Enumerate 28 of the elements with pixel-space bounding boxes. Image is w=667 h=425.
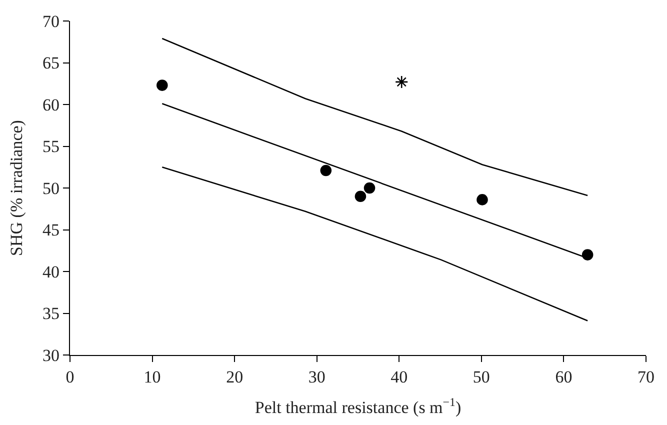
y-tick-label: 35 xyxy=(42,304,60,324)
x-tick-label: 0 xyxy=(66,368,74,386)
line-series xyxy=(162,166,588,322)
y-tick-label: 45 xyxy=(42,220,60,240)
point xyxy=(364,182,376,194)
y-tick-label: 60 xyxy=(42,95,60,114)
point xyxy=(476,194,488,206)
x-axis-title: Pelt thermal resistance (s m$^{−1}$) xyxy=(254,394,462,417)
y-tick-label: 70 xyxy=(42,12,60,31)
point xyxy=(156,80,168,91)
x-tick-label: 50 xyxy=(472,368,490,386)
y-tick-label: 40 xyxy=(42,262,60,282)
y-axis-title: SHG (% irradiance) xyxy=(7,120,26,256)
x-tick-label: 10 xyxy=(144,368,161,386)
x-tick-label: 60 xyxy=(555,368,572,386)
x-tick-label: 30 xyxy=(308,368,326,386)
y-tick-label: 55 xyxy=(42,137,60,156)
point xyxy=(354,190,366,202)
y-tick-label: 65 xyxy=(42,54,60,73)
point xyxy=(582,249,594,260)
line-series xyxy=(162,38,588,196)
x-tick-label: 70 xyxy=(638,368,654,386)
x-tick-label: 40 xyxy=(390,368,408,386)
point xyxy=(320,164,332,176)
point xyxy=(394,75,408,89)
y-tick-label: 50 xyxy=(42,178,60,198)
y-tick-label: 30 xyxy=(42,346,60,365)
x-tick-label: 20 xyxy=(226,368,244,386)
